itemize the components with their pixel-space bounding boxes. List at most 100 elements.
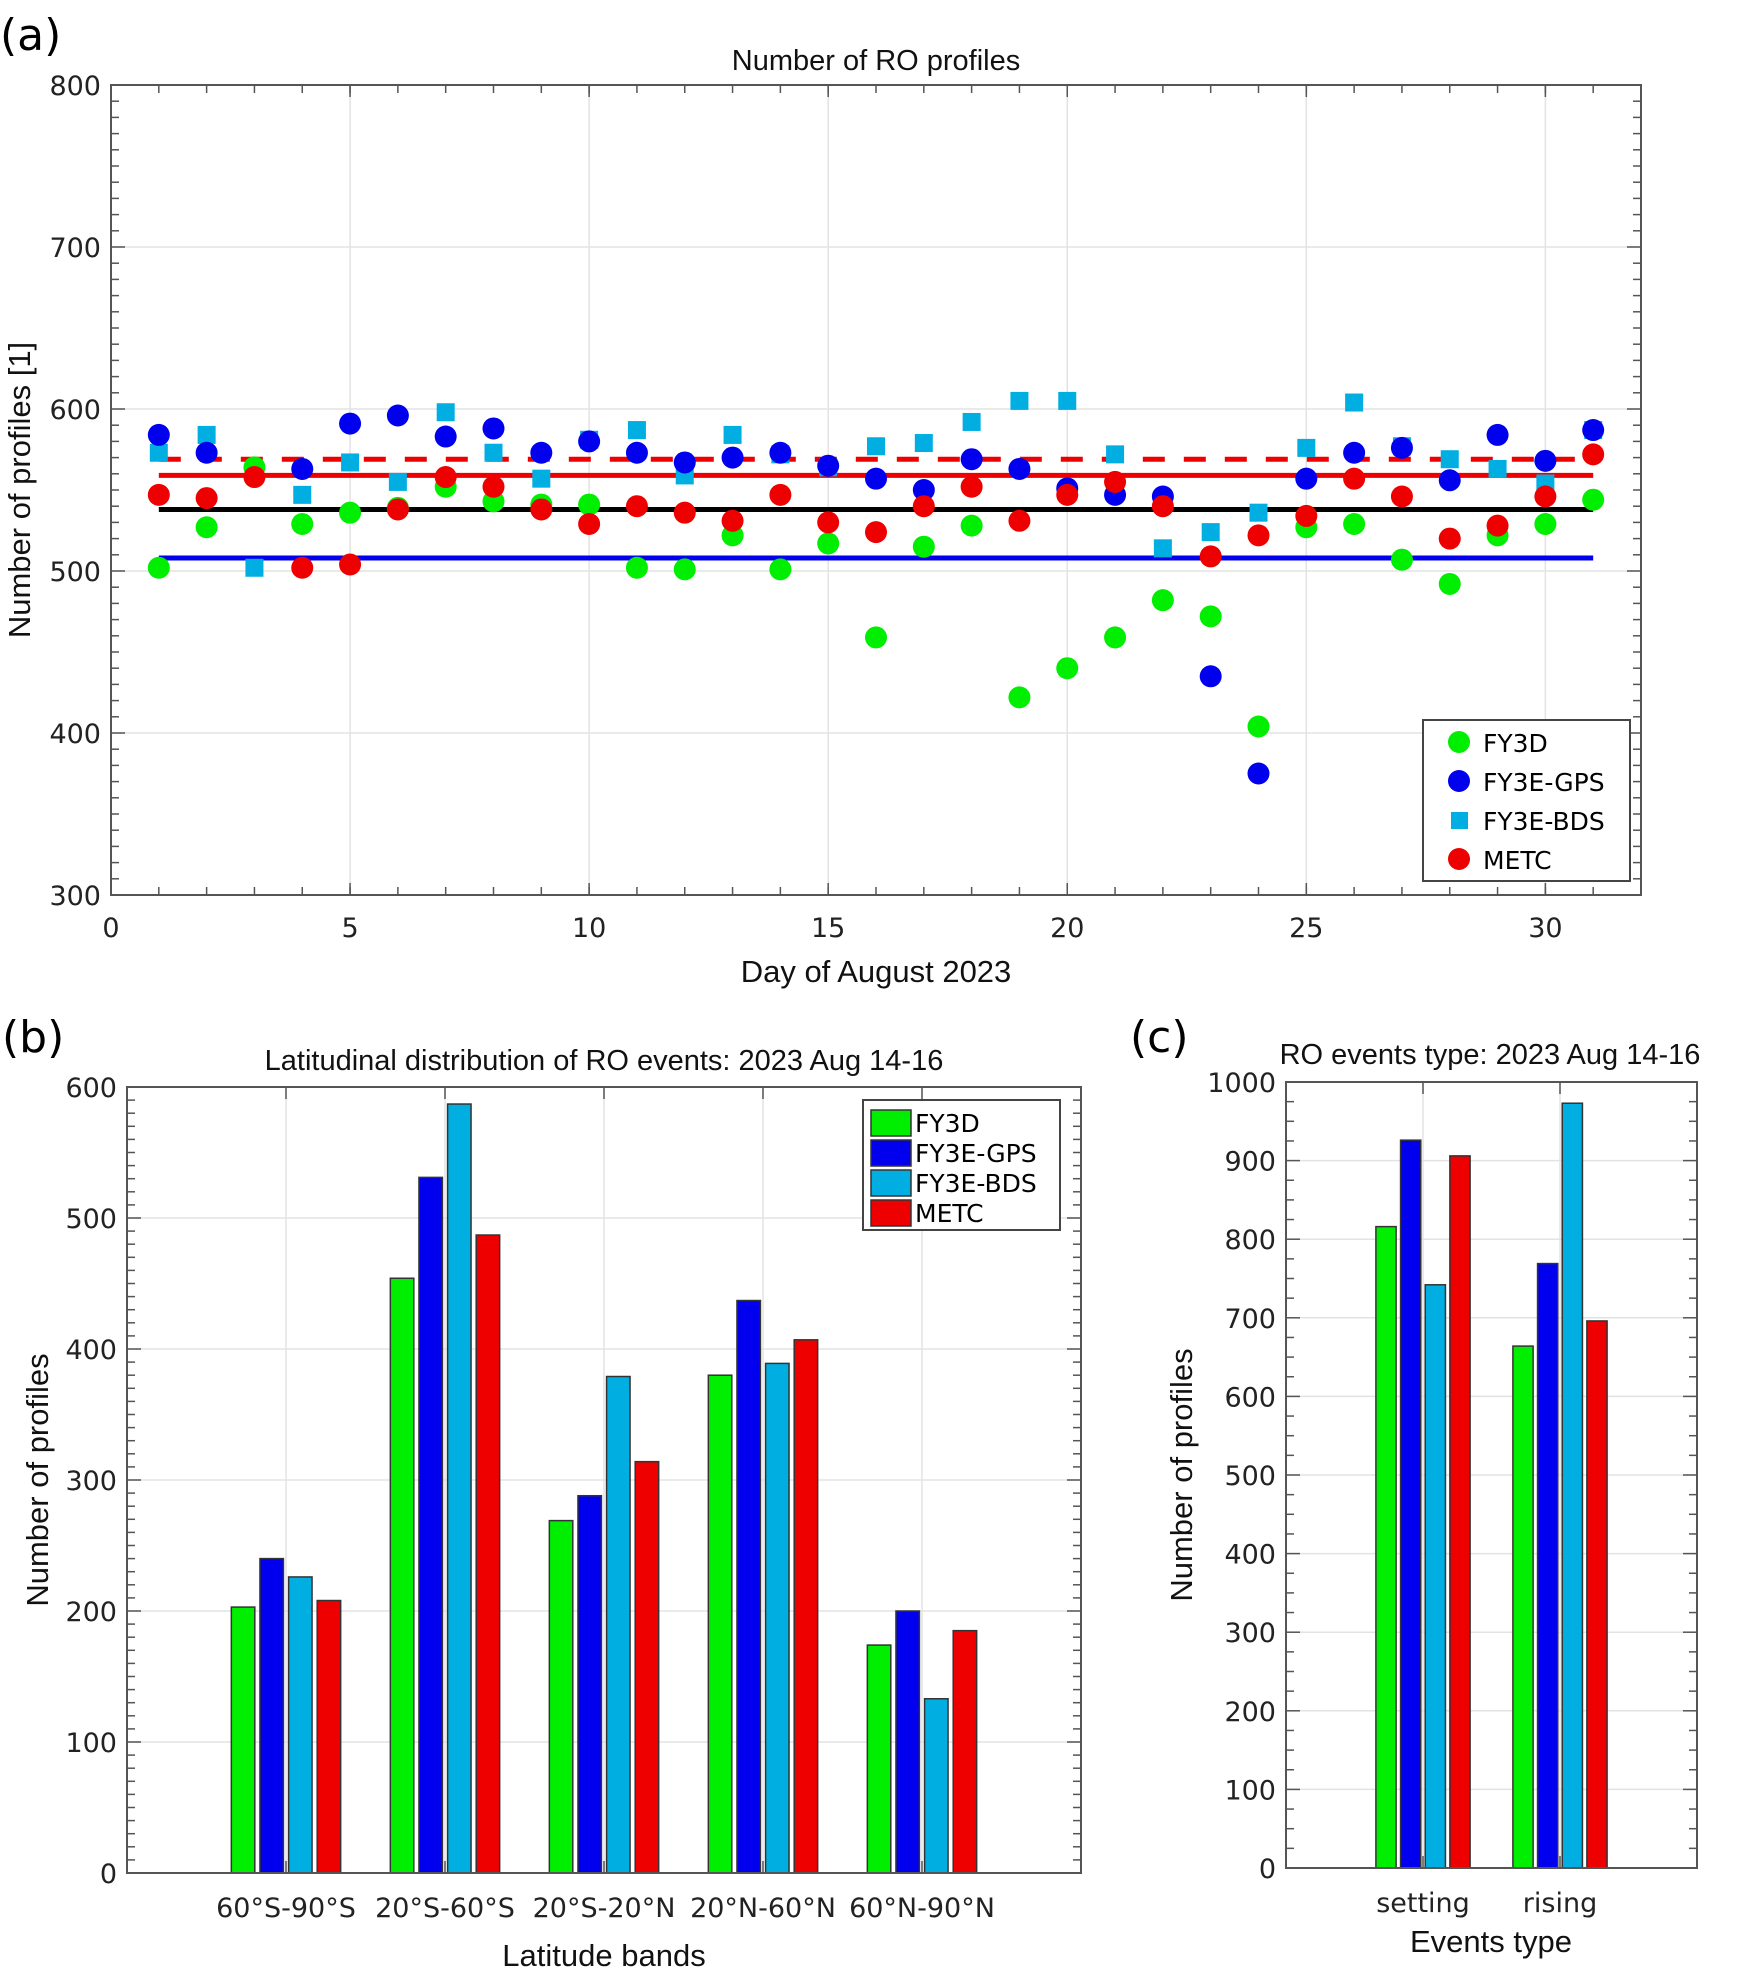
data-point-fy3e-bds bbox=[1058, 391, 1077, 410]
panel-a-number-of-ro-profiles: (a) Number of RO profiles 30040050060070… bbox=[0, 10, 1642, 989]
data-point-fy3d bbox=[1008, 686, 1031, 709]
panel-label-b: (b) bbox=[2, 1012, 64, 1063]
bar-fy3e-bds bbox=[1561, 1102, 1584, 1869]
bar-fy3e-gps bbox=[418, 1176, 444, 1874]
bar-metc bbox=[634, 1460, 660, 1874]
panel-label-a: (a) bbox=[0, 10, 61, 61]
data-point-fy3e-bds bbox=[627, 421, 646, 440]
bar-fy3e-gps bbox=[259, 1557, 285, 1874]
x-tick-label: 15 bbox=[811, 913, 845, 944]
data-point-fy3d bbox=[1104, 626, 1127, 649]
legend-a: FY3D FY3E-GPS FY3E-BDS METC bbox=[1422, 719, 1631, 882]
data-point-metc bbox=[1486, 514, 1509, 537]
data-point-metc bbox=[1295, 504, 1318, 527]
data-point-metc bbox=[386, 498, 409, 521]
bar-fy3e-bds bbox=[446, 1103, 472, 1874]
data-point-fy3d bbox=[1438, 572, 1461, 595]
data-point-metc bbox=[1151, 495, 1174, 518]
data-point-fy3e-gps bbox=[1343, 441, 1366, 464]
bar-fy3e-gps bbox=[736, 1299, 762, 1874]
data-point-fy3e-bds bbox=[388, 472, 407, 491]
data-point-fy3d bbox=[1343, 513, 1366, 536]
bar-metc bbox=[1449, 1155, 1471, 1869]
data-point-fy3e-bds bbox=[1488, 459, 1507, 478]
data-point-fy3e-gps bbox=[578, 430, 601, 453]
x-tick-label: 25 bbox=[1289, 913, 1323, 944]
panel-c-events-type: (c) RO events type: 2023 Aug 14-16 0 100 2… bbox=[1130, 1012, 1700, 1959]
x-tick-label: 0 bbox=[102, 913, 119, 944]
chart-title-a: Number of RO profiles bbox=[732, 45, 1021, 77]
bar-metc bbox=[952, 1629, 978, 1874]
legend-swatch-fy3e-gps bbox=[870, 1139, 912, 1167]
axes-b: 0 100 200 300 400 500 600 60°S-90°S 20°S-60°S 20°… bbox=[65, 1073, 1082, 1924]
legend-swatch-fy3d bbox=[870, 1109, 912, 1137]
axes-frame bbox=[126, 1086, 1082, 1874]
data-point-fy3d bbox=[673, 558, 696, 581]
y-axis-label-a: Number of profiles [1] bbox=[2, 342, 37, 638]
legend-label: FY3E-GPS bbox=[1483, 768, 1605, 797]
data-point-fy3e-bds bbox=[532, 469, 551, 488]
data-point-fy3e-bds bbox=[867, 437, 885, 456]
data-point-metc bbox=[482, 475, 505, 498]
data-point-metc bbox=[578, 513, 601, 536]
data-point-metc bbox=[1056, 483, 1079, 506]
data-point-fy3e-bds bbox=[914, 434, 933, 453]
y-tick-label: 500 bbox=[49, 557, 101, 588]
data-point-fy3e-gps bbox=[195, 441, 218, 464]
data-point-fy3e-gps bbox=[912, 479, 935, 501]
legend-label: FY3E-BDS bbox=[1483, 807, 1605, 836]
y-tick-label: 0 bbox=[1259, 1854, 1276, 1885]
data-point-metc bbox=[434, 466, 457, 489]
data-point-fy3d bbox=[1247, 715, 1270, 738]
data-point-fy3e-gps bbox=[817, 454, 840, 477]
scatter-points-a bbox=[147, 391, 1605, 785]
data-point-fy3e-bds bbox=[1010, 391, 1029, 410]
data-point-metc bbox=[339, 553, 362, 576]
data-point-fy3d bbox=[1582, 488, 1605, 511]
data-point-fy3e-gps bbox=[721, 446, 744, 469]
x-tick-label: 60°N-90°N bbox=[849, 1893, 995, 1924]
data-point-metc bbox=[147, 483, 170, 506]
data-point-fy3d bbox=[291, 513, 314, 536]
data-point-fy3e-gps bbox=[291, 457, 314, 480]
data-point-metc bbox=[817, 511, 840, 534]
y-tick-label: 200 bbox=[1224, 1697, 1276, 1728]
data-point-metc bbox=[673, 501, 696, 524]
y-tick-label: 600 bbox=[1224, 1382, 1276, 1413]
chart-title-b: Latitudinal distribution of RO events: 2… bbox=[265, 1045, 944, 1077]
y-tick-label: 800 bbox=[49, 71, 101, 102]
data-point-fy3e-gps bbox=[1390, 436, 1413, 459]
y-tick-label: 500 bbox=[65, 1204, 117, 1235]
data-point-fy3d bbox=[960, 514, 983, 537]
bar-metc bbox=[316, 1599, 342, 1874]
data-point-metc bbox=[960, 475, 983, 498]
y-tick-label: 100 bbox=[65, 1728, 117, 1759]
y-tick-label: 300 bbox=[65, 1466, 117, 1497]
data-point-fy3e-gps bbox=[1438, 469, 1461, 492]
y-tick-label: 400 bbox=[49, 719, 101, 750]
legend-marker-metc bbox=[1448, 848, 1470, 870]
legend-label: METC bbox=[1483, 846, 1552, 875]
legend-label: METC bbox=[915, 1199, 984, 1228]
bar-fy3d bbox=[548, 1519, 574, 1874]
legend-swatch-fy3e-bds bbox=[870, 1169, 912, 1197]
data-point-fy3e-gps bbox=[625, 441, 648, 464]
data-point-fy3d bbox=[195, 516, 218, 539]
data-point-metc bbox=[1104, 470, 1127, 493]
bar-fy3e-bds bbox=[764, 1362, 790, 1874]
data-point-fy3d bbox=[817, 532, 840, 555]
y-axis-label-c: Number of profiles bbox=[1164, 1348, 1199, 1601]
y-tick-label: 900 bbox=[1224, 1147, 1276, 1178]
legend-label: FY3E-BDS bbox=[915, 1169, 1037, 1198]
bars-c bbox=[1375, 1102, 1608, 1869]
x-tick-label: 20°S-60°S bbox=[375, 1893, 515, 1924]
bar-fy3d bbox=[389, 1277, 415, 1874]
data-point-fy3d bbox=[625, 556, 648, 579]
panel-label-c: (c) bbox=[1130, 1012, 1189, 1063]
y-tick-label: 500 bbox=[1224, 1461, 1276, 1492]
data-point-fy3e-bds bbox=[962, 412, 981, 431]
legend-marker-fy3d bbox=[1448, 731, 1470, 753]
bar-fy3e-gps bbox=[1399, 1139, 1422, 1869]
